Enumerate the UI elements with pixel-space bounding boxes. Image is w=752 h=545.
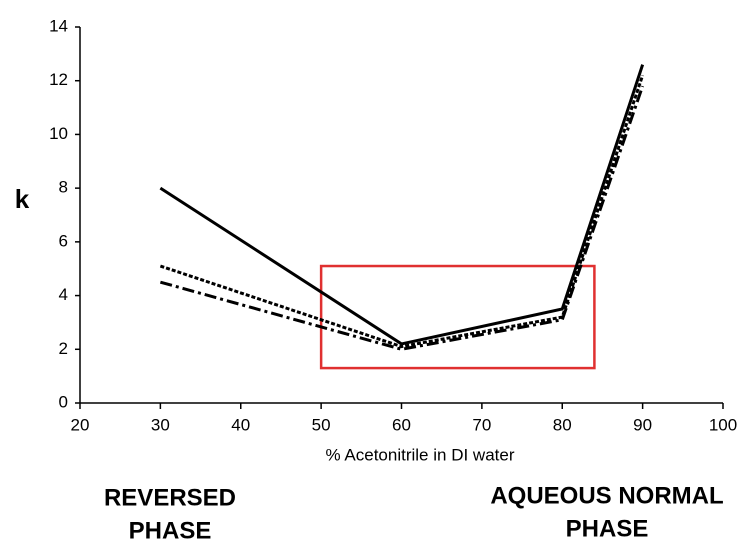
y-tick-label: 12: [49, 70, 68, 89]
x-tick-label: 20: [71, 415, 90, 434]
x-tick-label: 60: [392, 415, 411, 434]
x-tick-label: 80: [553, 415, 572, 434]
y-tick-label: 8: [59, 178, 68, 197]
x-tick-label: 30: [151, 415, 170, 434]
y-tick-label: 4: [59, 285, 68, 304]
y-tick-label: 10: [49, 124, 68, 143]
x-tick-label: 50: [312, 415, 331, 434]
x-tick-label: 70: [472, 415, 491, 434]
y-tick-label: 0: [59, 392, 68, 411]
x-tick-label: 100: [709, 415, 737, 434]
annotation: PHASE: [129, 517, 212, 544]
y-axis-label: k: [15, 184, 30, 214]
annotation: REVERSED: [104, 484, 236, 511]
x-tick-label: 90: [633, 415, 652, 434]
highlight-box: [319, 264, 596, 370]
y-tick-label: 6: [59, 231, 68, 250]
line-series: [159, 74, 645, 349]
line-series: [159, 64, 645, 346]
y-tick-label: 14: [49, 16, 68, 35]
annotation: AQUEOUS NORMAL: [490, 482, 723, 509]
x-axis-label: % Acetonitrile in DI water: [326, 445, 515, 464]
line-series: [159, 85, 645, 351]
y-tick-label: 2: [59, 339, 68, 358]
annotation: PHASE: [566, 515, 649, 542]
x-tick-label: 40: [231, 415, 250, 434]
